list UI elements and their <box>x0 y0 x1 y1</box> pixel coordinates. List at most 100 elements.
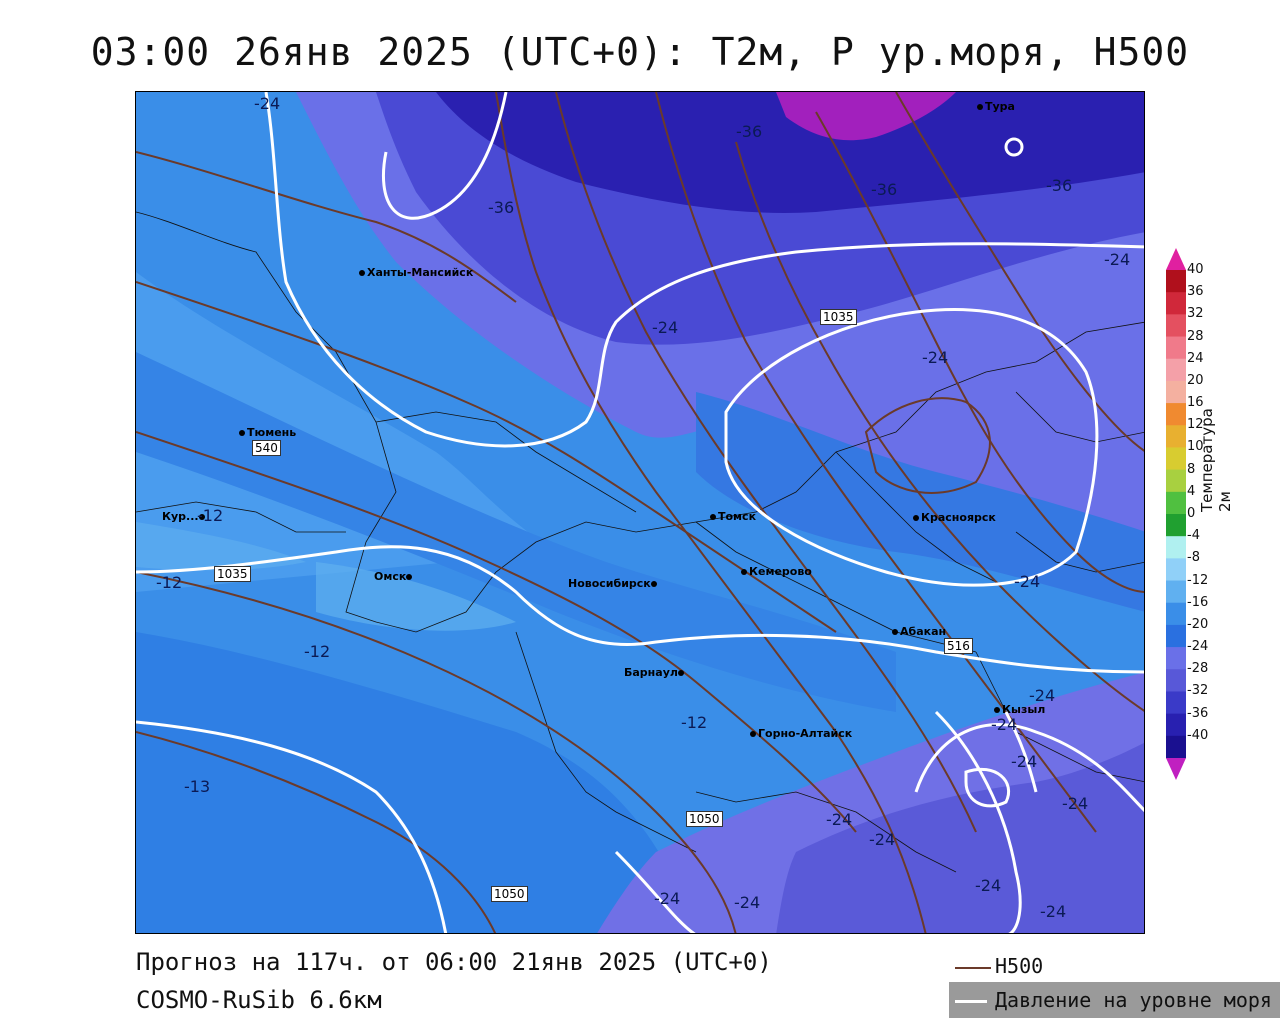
temp-contour-label: -36 <box>736 122 763 141</box>
colorbar-tick-label: 8 <box>1187 461 1196 477</box>
colorbar-cell <box>1166 536 1186 559</box>
city-abakan: Абакан <box>892 625 946 638</box>
temp-contour-label: -24 <box>1011 752 1038 771</box>
colorbar-cell <box>1166 558 1186 582</box>
pressure-contours <box>136 92 1144 933</box>
temp-fill-extreme <box>776 92 956 141</box>
colorbar-tick-label: 16 <box>1187 395 1204 411</box>
legend-pressure: Давление на уровне моря <box>949 982 1280 1018</box>
temp-contour-label: -36 <box>871 180 898 199</box>
temp-fill-light1 <box>316 562 516 631</box>
colorbar-tick-label: 0 <box>1187 506 1196 521</box>
temp-contour-label: -13 <box>184 777 211 796</box>
temp-contour-label: -36 <box>1046 176 1073 195</box>
temp-contour-label: -24 <box>1104 250 1131 269</box>
chart-title: 03:00 26янв 2025 (UTC+0): T2м, P ур.моря… <box>90 30 1190 74</box>
temp-contour-label: -24 <box>254 94 281 113</box>
colorbar-tick-label: -20 <box>1187 616 1209 632</box>
colorbar-tick-label: 28 <box>1187 328 1204 344</box>
colorbar-cell <box>1166 735 1186 759</box>
colorbar-tick-label: -4 <box>1187 528 1200 544</box>
temp-fill-band <box>136 352 896 712</box>
temp-contour-label: -24 <box>991 715 1018 734</box>
city-gorno-altaysk: Горно-Алтайск <box>750 727 852 740</box>
city-kurgan: Кур... <box>162 510 207 523</box>
legend-pressure-label: Давление на уровне моря <box>995 988 1272 1012</box>
h500-contours <box>136 92 1144 933</box>
colorbar-tick-label: 36 <box>1187 284 1204 300</box>
temp-contour-label: -24 <box>1062 794 1089 813</box>
colorbar-tick-label: -16 <box>1187 594 1209 610</box>
colorbar-cell <box>1166 403 1186 426</box>
pressure-label: 1050 <box>491 886 528 902</box>
city-omsk: Омск <box>374 570 414 583</box>
pressure-small-circle <box>1004 137 1024 157</box>
temp-fill-east-mid <box>696 392 1144 612</box>
colorbar-tick-label: 10 <box>1187 439 1204 455</box>
temperature-colorbar <box>1166 248 1186 780</box>
colorbar-cell <box>1166 669 1186 692</box>
colorbar-tick-label: 32 <box>1187 306 1204 322</box>
colorbar-cell <box>1166 647 1186 670</box>
temp-contour-label: -12 <box>197 506 224 525</box>
city-kemerovo: Кемерово <box>741 565 812 578</box>
forecast-info: Прогноз на 117ч. от 06:00 21янв 2025 (UT… <box>136 948 772 976</box>
temp-contour-label: -12 <box>156 573 183 592</box>
temp-fill-sw <box>136 632 696 933</box>
pressure-label: 1035 <box>820 309 857 325</box>
colorbar-tick-label: 24 <box>1187 350 1204 366</box>
colorbar-tick-label: 12 <box>1187 417 1204 433</box>
weather-map: Ханты-Мансийск Тюмень Кур... Омск Новоси… <box>135 91 1145 934</box>
temp-contour-label: -24 <box>1014 572 1041 591</box>
temp-contour-label: -24 <box>1029 686 1056 705</box>
h500-label: 540 <box>252 440 281 456</box>
colorbar-cell <box>1166 336 1186 360</box>
temp-contour-label: -24 <box>734 893 761 912</box>
colorbar-cell <box>1166 580 1186 604</box>
legend-h500-label: H500 <box>995 954 1044 978</box>
map-canvas <box>136 92 1144 933</box>
colorbar-cell <box>1166 270 1186 293</box>
colorbar-cell <box>1166 292 1186 315</box>
city-barnaul: Барнаул <box>624 666 686 679</box>
model-info: COSMO-RuSib 6.6км <box>136 986 382 1014</box>
colorbar-title: Температура 2м <box>1198 408 1234 512</box>
city-novosibirsk: Новосибирск <box>568 577 659 590</box>
colorbar-tick-label: 20 <box>1187 372 1204 388</box>
colorbar-cell <box>1166 602 1186 626</box>
colorbar-cell <box>1166 425 1186 448</box>
colorbar-bottom-arrow <box>1166 758 1186 780</box>
colorbar-tick-label: -28 <box>1187 661 1209 677</box>
colorbar-tick-label: -24 <box>1187 639 1209 655</box>
temp-contour-label: -24 <box>654 889 681 908</box>
colorbar-cell <box>1166 691 1186 715</box>
colorbar-cell <box>1166 469 1186 493</box>
temp-contour-label: -24 <box>975 876 1002 895</box>
colorbar-tick-label: 40 <box>1187 262 1204 277</box>
city-krasnoyarsk: Красноярск <box>913 511 996 524</box>
city-khanty-mansiysk: Ханты-Мансийск <box>359 266 473 279</box>
colorbar-top-arrow <box>1166 248 1186 270</box>
colorbar-cell <box>1166 491 1186 515</box>
city-tura: Тура <box>977 100 1015 113</box>
legend-pressure-line <box>955 1000 987 1003</box>
colorbar-cell <box>1166 314 1186 338</box>
temp-contour-label: -24 <box>1040 902 1067 921</box>
pressure-label: 1050 <box>686 811 723 827</box>
pressure-label: 1035 <box>214 566 251 582</box>
colorbar-cell <box>1166 358 1186 382</box>
city-tomsk: Томск <box>710 510 756 523</box>
temp-fill-light2 <box>136 522 306 571</box>
colorbar-cell <box>1166 447 1186 471</box>
colorbar-tick-label: -40 <box>1187 727 1209 743</box>
colorbar-tick-label: -8 <box>1187 550 1200 566</box>
colorbar-tick-label: 4 <box>1187 483 1196 499</box>
colorbar-cell <box>1166 380 1186 404</box>
colorbar-cell <box>1166 514 1186 537</box>
city-kyzyl: Кызыл <box>994 703 1045 716</box>
colorbar-cell <box>1166 713 1186 737</box>
temp-contour-label: -36 <box>488 198 515 217</box>
colorbar-tick-label: -12 <box>1187 572 1209 588</box>
temp-contour-label: -24 <box>826 810 853 829</box>
h500-label: 516 <box>944 638 973 654</box>
